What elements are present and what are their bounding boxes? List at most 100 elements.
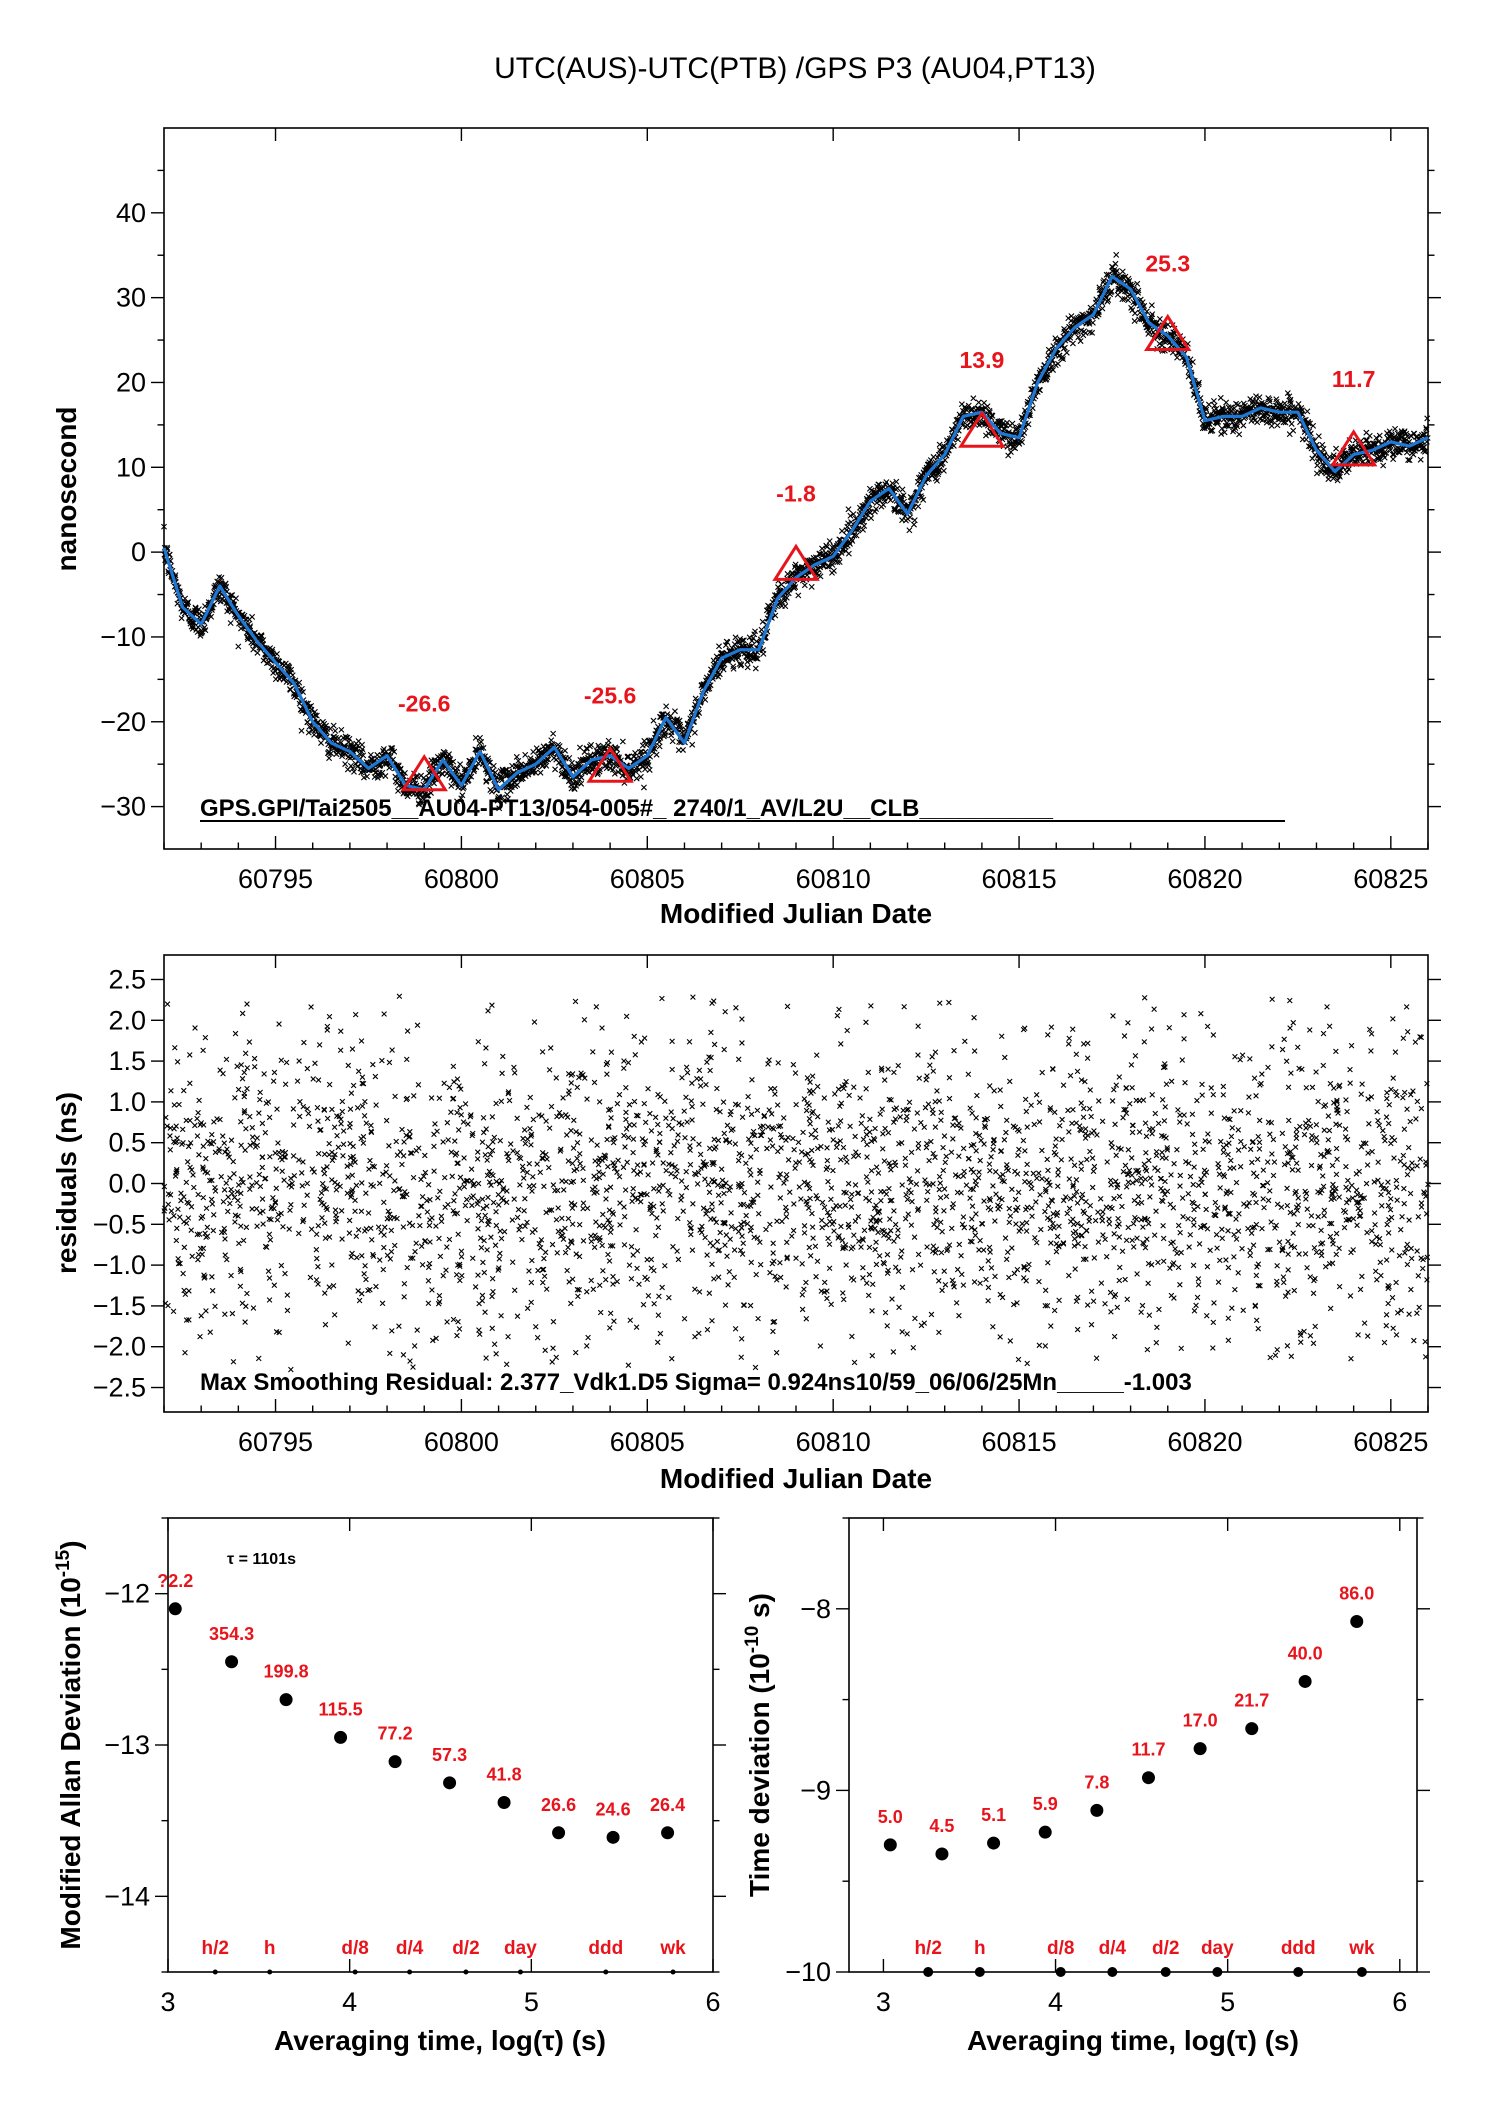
residual-point — [899, 1182, 905, 1188]
residual-point — [1303, 1196, 1309, 1202]
residual-point — [1136, 1129, 1143, 1135]
residual-point — [1248, 1230, 1255, 1236]
residual-point — [185, 1215, 192, 1221]
residual-point — [1225, 1315, 1232, 1322]
residual-point — [425, 1300, 432, 1307]
residual-point — [1030, 1170, 1037, 1177]
residual-point — [1203, 1206, 1209, 1213]
residual-point — [192, 1122, 198, 1129]
residual-point — [688, 1231, 694, 1238]
residual-point — [1066, 1129, 1072, 1135]
residual-point — [1374, 1277, 1380, 1283]
residual-point — [637, 1198, 644, 1205]
residual-point — [1267, 1354, 1274, 1361]
residual-point — [1060, 1082, 1067, 1088]
residual-point — [960, 1173, 967, 1179]
residual-point — [481, 1060, 488, 1067]
residual-point — [528, 1279, 535, 1286]
residual-point — [1411, 1337, 1417, 1344]
residual-point — [876, 1253, 883, 1259]
residual-point — [493, 1351, 499, 1357]
residual-point — [1044, 1032, 1051, 1038]
top-data-point — [562, 747, 569, 754]
residual-point — [904, 1113, 910, 1120]
residual-point — [875, 1170, 882, 1176]
residual-point — [373, 1283, 379, 1290]
residual-point — [1264, 1180, 1271, 1186]
residual-point — [1084, 1302, 1091, 1308]
residual-point — [621, 1132, 627, 1139]
top-data-point — [308, 706, 315, 713]
residual-point — [1084, 1156, 1090, 1163]
residual-point — [1342, 1126, 1349, 1132]
top-data-point — [395, 787, 402, 794]
residual-point — [339, 1236, 345, 1242]
residual-point — [604, 1071, 610, 1077]
residual-point — [389, 1047, 395, 1053]
residual-point — [280, 1223, 286, 1230]
residual-point — [608, 1115, 614, 1121]
residual-point — [212, 1303, 218, 1310]
residual-point — [1284, 1343, 1291, 1349]
top-data-point — [184, 601, 191, 608]
residual-point — [1336, 1122, 1343, 1129]
residual-point — [977, 1237, 983, 1244]
residual-point — [686, 1039, 693, 1045]
residual-point — [1321, 1212, 1327, 1219]
residual-point — [222, 1236, 228, 1242]
residual-point — [1153, 1148, 1160, 1155]
residual-point — [807, 1079, 813, 1085]
top-y-axis-title: nanosecond — [51, 407, 82, 572]
residual-point — [411, 1343, 418, 1349]
top-data-point — [343, 734, 350, 741]
residual-point — [986, 1083, 993, 1089]
residual-point — [681, 1108, 688, 1114]
residual-point — [1053, 1248, 1060, 1255]
top-y-tick-label: −20 — [100, 707, 146, 737]
top-marker-layer: -26.6 -25.6-1.813.925.311.7 — [398, 251, 1378, 792]
residual-point — [825, 1235, 831, 1242]
residual-point — [1148, 1182, 1155, 1188]
residual-point — [807, 1156, 813, 1163]
top-data-point — [716, 643, 722, 650]
residual-point — [400, 1352, 407, 1358]
residual-point — [1084, 1055, 1091, 1061]
residual-point — [977, 1280, 983, 1287]
residual-point — [388, 1227, 395, 1234]
residual-point — [697, 1083, 704, 1089]
residual-point — [1189, 1111, 1196, 1118]
residual-point — [1223, 1257, 1229, 1263]
residual-point — [1194, 1294, 1201, 1301]
residual-point — [242, 1147, 248, 1153]
residual-point — [682, 1134, 688, 1141]
residual-point — [1409, 1160, 1415, 1166]
residual-point — [1154, 1324, 1160, 1331]
residual-point — [696, 1141, 702, 1148]
residual-point — [1111, 1195, 1117, 1202]
residual-point — [553, 1075, 560, 1081]
residual-point — [799, 1261, 805, 1267]
residual-point — [696, 1067, 703, 1074]
residual-point — [1191, 1141, 1198, 1148]
residual-point — [1178, 1249, 1184, 1256]
residual-point — [969, 1110, 975, 1116]
residual-point — [1219, 1235, 1226, 1242]
residual-point — [1388, 1247, 1395, 1253]
top-y-tick-label: 40 — [116, 198, 146, 228]
top-data-point — [1156, 315, 1163, 322]
residual-point — [823, 1221, 830, 1228]
residual-point — [867, 1116, 873, 1123]
top-data-point — [350, 768, 357, 775]
top-x-tick-label: 60795 — [238, 864, 313, 894]
residual-point — [1387, 1196, 1394, 1202]
residual-point — [485, 1143, 492, 1150]
residual-point — [259, 1154, 266, 1160]
residual-point — [437, 1188, 443, 1195]
residual-point — [528, 1142, 534, 1148]
residual-point — [404, 1264, 410, 1271]
top-data-point — [911, 517, 918, 524]
residual-point — [372, 1073, 379, 1080]
top-data-point — [1055, 360, 1061, 367]
residual-point — [271, 1282, 278, 1288]
residual-point — [1251, 1075, 1258, 1081]
